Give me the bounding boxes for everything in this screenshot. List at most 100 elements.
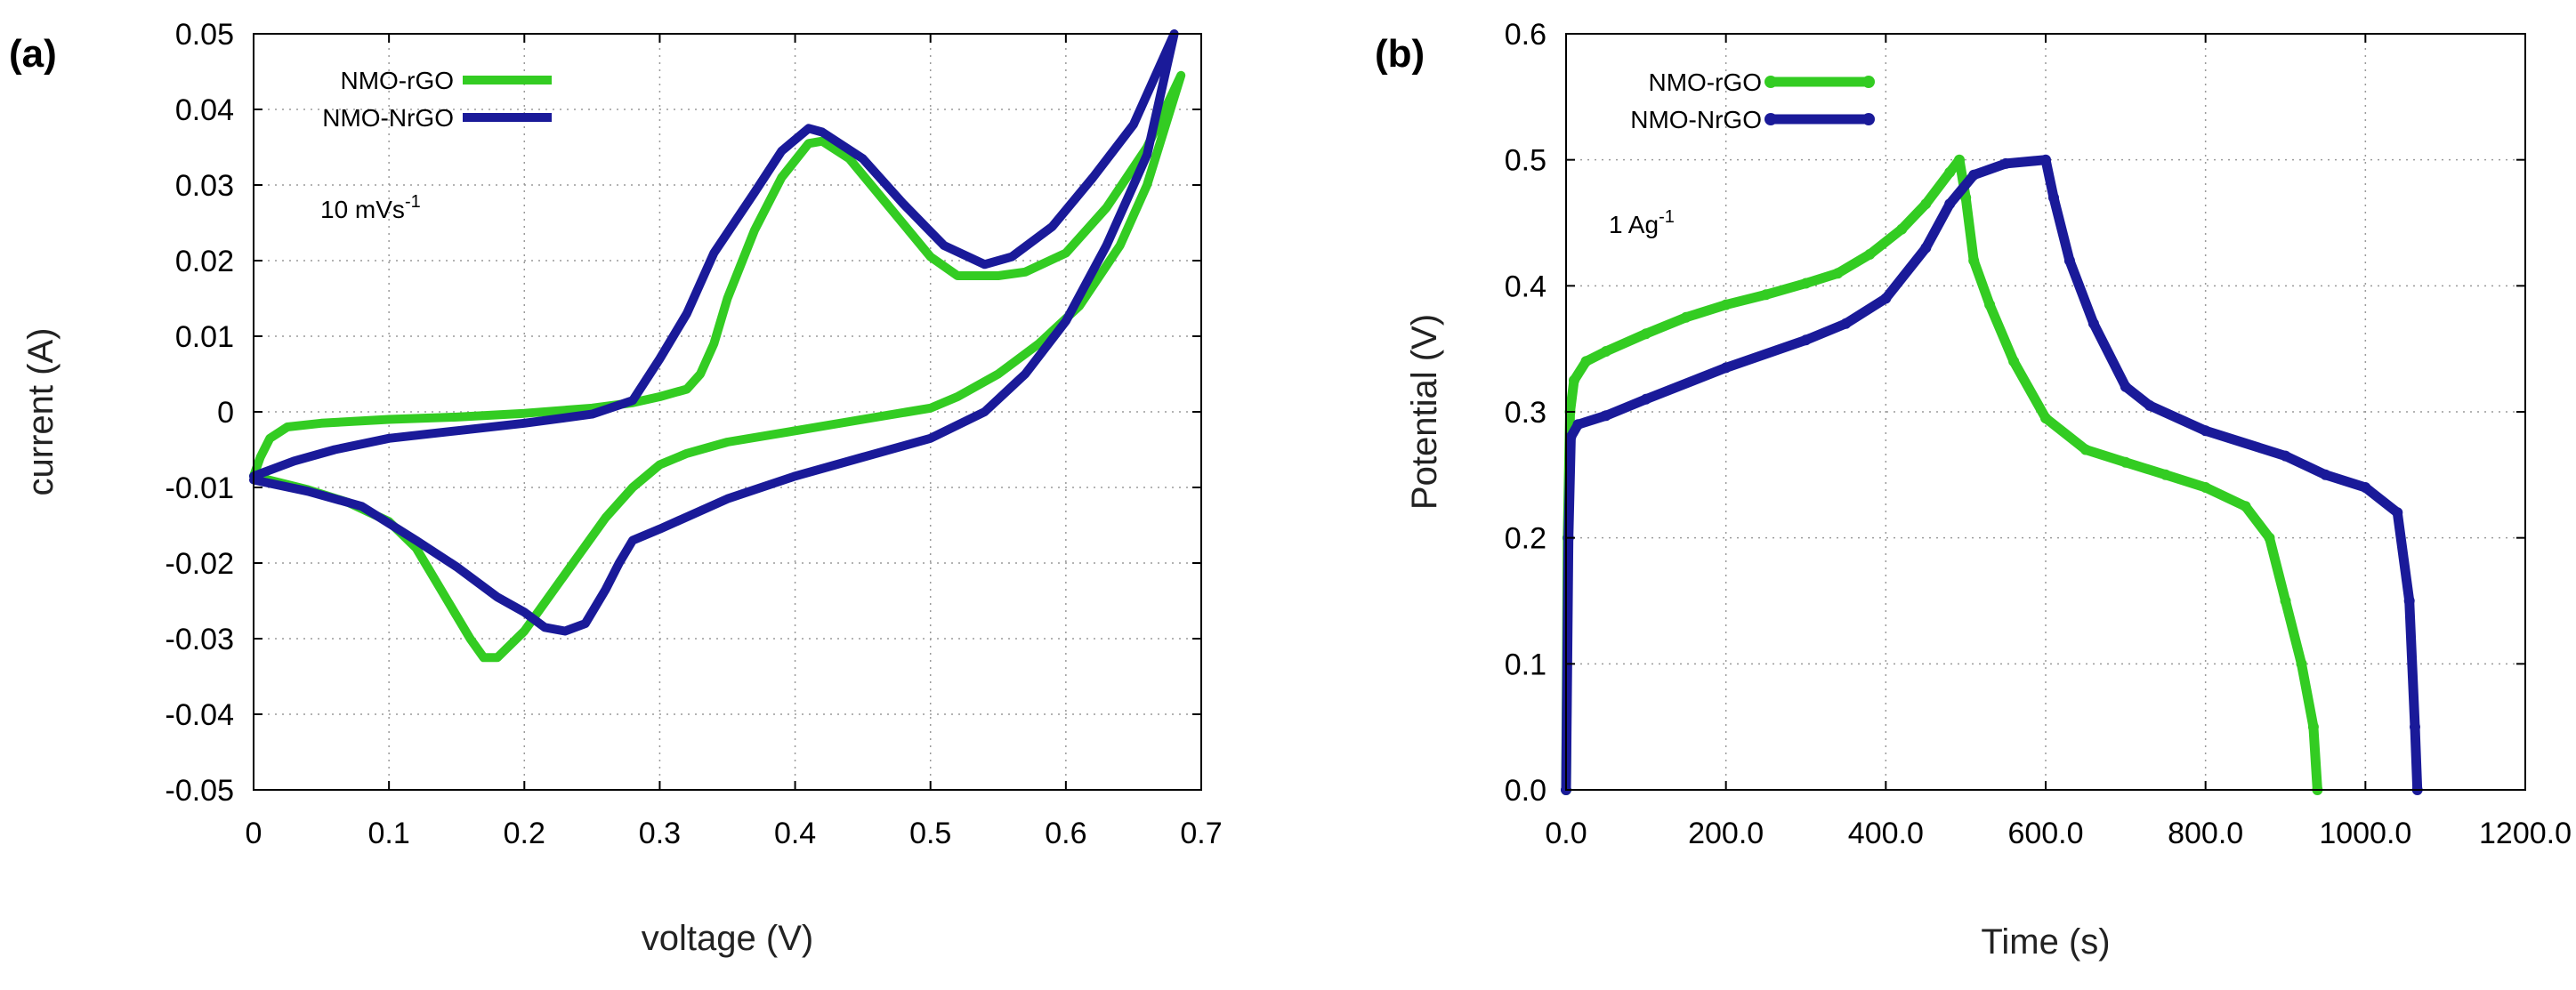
data-point <box>1720 299 1732 310</box>
data-point <box>2360 482 2371 493</box>
x-tick-label: 400.0 <box>1848 817 1924 850</box>
panel-b-legend: NMO-rGO NMO-NrGO <box>1630 68 1875 133</box>
x-tick-label: 600.0 <box>2007 817 2083 850</box>
legend-label: NMO-NrGO <box>322 104 454 132</box>
x-tick-label: 0.0 <box>1545 817 1587 850</box>
data-point <box>1896 223 1908 235</box>
x-tick-label: 0.6 <box>1045 817 1086 850</box>
y-tick-label: -0.03 <box>166 623 235 656</box>
data-point <box>2296 658 2307 670</box>
data-point <box>1840 318 1852 329</box>
data-point <box>1600 410 1611 422</box>
legend-marker <box>1862 76 1875 88</box>
data-point <box>2063 255 2075 266</box>
panel-b-annotation-superscript: -1 <box>1659 207 1675 227</box>
panel-b-series-group <box>1561 154 2423 795</box>
data-point <box>2200 482 2211 493</box>
legend-label: NMO-NrGO <box>1630 106 1762 133</box>
data-point <box>1944 198 1956 210</box>
x-tick-label: 0.2 <box>504 817 545 850</box>
panel-a-x-axis-label: voltage (V) <box>642 919 813 958</box>
data-point <box>2160 469 2171 480</box>
panel-a-label: (a) <box>9 32 57 76</box>
panel-b-current-density-annotation: 1 Ag-1 <box>1609 207 1675 238</box>
data-point <box>2079 444 2091 455</box>
legend-marker <box>1862 113 1875 125</box>
legend-label: NMO-rGO <box>1648 68 1762 96</box>
x-tick-label: 1200.0 <box>2479 817 2572 850</box>
data-point <box>1944 166 1956 178</box>
y-tick-label: 0.04 <box>175 93 234 127</box>
data-point <box>1720 362 1732 374</box>
x-tick-label: 1000.0 <box>2319 817 2411 850</box>
data-point <box>1580 356 1592 367</box>
y-tick-label: -0.05 <box>166 774 235 808</box>
y-tick-label: 0.05 <box>175 18 234 52</box>
x-tick-label: 800.0 <box>2168 817 2243 850</box>
panel-a-scan-rate-annotation: 10 mVs-1 <box>320 192 421 223</box>
x-tick-label: 0.7 <box>1180 817 1222 850</box>
data-point <box>2403 595 2415 607</box>
panel-b: (b) 0.0 200.0 400.0 600.0 800.0 1000.0 1200.00… <box>1375 18 2572 962</box>
x-tick-label: 0 <box>246 817 262 850</box>
data-point <box>2120 456 2131 468</box>
panel-a-annotation-superscript: -1 <box>405 192 421 212</box>
data-point <box>2264 532 2275 543</box>
panel-a-legend: NMO-rGO NMO-NrGO <box>322 67 552 132</box>
y-tick-label: -0.04 <box>166 698 235 732</box>
data-point <box>2008 356 2020 367</box>
panel-b-annotation-text: 1 Ag <box>1609 211 1659 238</box>
series-line-nmo-rgo <box>249 70 1186 663</box>
data-point <box>1920 198 1932 210</box>
y-tick-label: 0.4 <box>1505 270 1546 303</box>
data-point <box>1984 299 1996 310</box>
data-point <box>2120 381 2131 392</box>
data-point <box>2144 399 2155 411</box>
y-tick-label: 0.6 <box>1505 18 1546 52</box>
y-tick-label: 0.0 <box>1505 774 1546 808</box>
data-point <box>2000 157 2012 169</box>
legend-marker <box>1764 76 1777 88</box>
series-line-nmo-rgo <box>1561 155 2322 795</box>
panel-b-x-axis-label: Time (s) <box>1981 922 2110 962</box>
data-point <box>1968 255 1980 266</box>
panel-a-y-axis-label: current (A) <box>21 328 61 496</box>
data-point <box>1572 419 1584 431</box>
y-tick-label: -0.01 <box>166 471 235 505</box>
data-point <box>1600 346 1611 357</box>
data-point <box>1954 154 1965 165</box>
data-point <box>2392 507 2403 519</box>
data-point <box>1800 334 1812 346</box>
legend-marker <box>1764 113 1777 125</box>
y-tick-label: 0 <box>217 396 234 430</box>
y-tick-label: 0.02 <box>175 245 234 278</box>
data-point <box>2320 469 2331 480</box>
x-tick-label: 0.4 <box>774 817 816 850</box>
data-point <box>2040 413 2051 424</box>
y-tick-label: 0.1 <box>1505 648 1546 681</box>
data-point <box>2087 318 2099 329</box>
panel-a-ticks: 0 0.1 0.2 0.3 0.4 0.5 0.6 0.7 -0.05 -0.04 -0.03 -0.… <box>166 18 1223 850</box>
x-tick-label: 0.1 <box>368 817 410 850</box>
data-point <box>2280 450 2291 462</box>
data-point <box>2200 425 2211 437</box>
panel-a: (a) 0 0.1 0.2 0.3 0.4 0.5 0.6 0.7 -0.05 -0.04 -0.0… <box>9 18 1223 958</box>
series-line-nmo-nrgo <box>1561 155 2423 795</box>
data-point <box>1760 289 1772 301</box>
data-point <box>2048 192 2059 204</box>
data-point <box>1832 268 1844 279</box>
data-point <box>1565 431 1577 443</box>
data-point <box>2280 595 2291 607</box>
data-point <box>1864 248 1876 260</box>
panel-b-label: (b) <box>1375 32 1425 76</box>
data-point <box>2040 154 2051 165</box>
panel-a-annotation-text: 10 mVs <box>320 196 405 223</box>
data-point <box>2240 501 2251 512</box>
x-tick-label: 0.5 <box>909 817 951 850</box>
y-tick-label: 0.3 <box>1505 396 1546 430</box>
data-point <box>1640 393 1651 405</box>
legend-label: NMO-rGO <box>340 67 454 94</box>
y-tick-label: 0.5 <box>1505 144 1546 178</box>
y-tick-label: 0.03 <box>175 169 234 203</box>
